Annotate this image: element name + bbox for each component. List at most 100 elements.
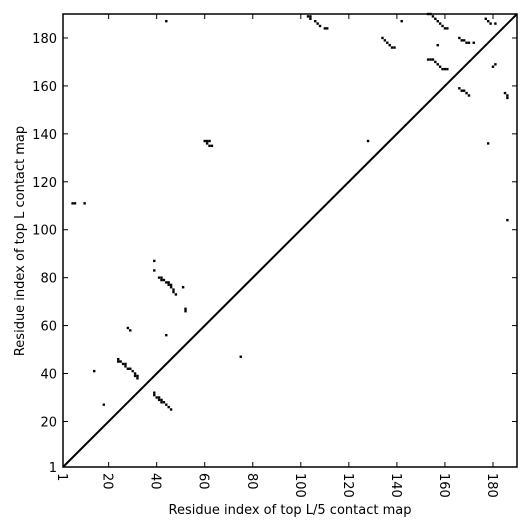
diagonal: [62, 13, 518, 468]
contact: [426, 12, 430, 16]
contact: [239, 355, 242, 358]
contact: [446, 27, 449, 30]
y-tick-label: 40: [40, 368, 57, 383]
contact: [465, 91, 468, 95]
x-tick-label: 160: [436, 473, 451, 498]
y-tick-label: 160: [32, 80, 57, 95]
contact: [441, 24, 444, 28]
contact: [165, 19, 168, 23]
contact: [438, 65, 442, 68]
contact: [434, 60, 437, 64]
y-tick-label: 20: [40, 415, 57, 430]
contact: [167, 405, 170, 409]
contact: [133, 374, 137, 378]
contact: [503, 91, 507, 95]
contact: [126, 326, 130, 330]
contact: [462, 39, 466, 42]
contact: [314, 19, 317, 23]
contact: [165, 281, 168, 284]
contact: [506, 96, 509, 100]
x-tick-label: 120: [340, 473, 355, 498]
y-tick-label: 1: [49, 461, 57, 476]
y-tick-label: 60: [40, 320, 57, 335]
contact: [489, 22, 492, 25]
x-tick-label: 40: [148, 473, 163, 490]
contact: [160, 398, 163, 402]
contact: [205, 139, 209, 143]
contact: [318, 24, 322, 28]
x-tick-label: 60: [196, 473, 211, 490]
contact: [309, 15, 312, 18]
contact: [486, 19, 490, 23]
contact: [124, 365, 127, 368]
contact: [426, 58, 430, 61]
contact: [438, 22, 442, 25]
contact: [431, 58, 435, 61]
contact: [157, 396, 161, 399]
contact: [400, 19, 403, 23]
contact: [165, 333, 168, 337]
contact: [494, 63, 497, 66]
contact: [486, 142, 490, 145]
contact: [184, 307, 187, 311]
contact: [491, 65, 495, 68]
contact: [124, 362, 127, 366]
contact: [165, 403, 168, 406]
contact: [93, 369, 96, 373]
contact: [208, 139, 211, 143]
contact: [316, 22, 319, 25]
contact: [160, 401, 163, 404]
contact: [429, 12, 432, 16]
contact: [390, 46, 394, 49]
contact: [443, 67, 447, 71]
contact: [210, 144, 214, 148]
x-tick-label: 20: [100, 473, 115, 490]
contact: [160, 278, 163, 282]
contact: [429, 58, 432, 61]
contact: [460, 89, 463, 92]
contact: [174, 293, 178, 296]
contact: [506, 218, 509, 222]
contact: [162, 401, 166, 404]
contact: [484, 17, 487, 20]
contact: [458, 87, 461, 90]
x-tick-label: 180: [484, 473, 499, 498]
contact: [441, 67, 444, 71]
contact: [172, 290, 175, 294]
contact: [157, 276, 161, 279]
contact: [306, 15, 310, 18]
contact: [205, 142, 209, 145]
y-tick-label: 100: [32, 224, 57, 239]
contact: [326, 27, 329, 30]
contact: [131, 369, 134, 373]
contact: [386, 41, 389, 44]
contact: [117, 357, 120, 361]
contact: [431, 15, 435, 18]
contact: [465, 41, 468, 44]
contact: [208, 144, 211, 148]
contact: [73, 202, 77, 205]
contact: [162, 278, 166, 282]
contact: [153, 393, 156, 397]
contact: [169, 286, 173, 289]
plot-frame: [62, 13, 518, 468]
contact: [472, 41, 475, 44]
contact: [184, 310, 187, 313]
contact: [71, 202, 74, 205]
x-tick-label: 140: [388, 473, 403, 498]
contact: [366, 139, 370, 143]
y-tick-label: 80: [40, 272, 57, 287]
contact: [121, 362, 125, 366]
contact: [436, 19, 439, 23]
contact: [129, 329, 132, 332]
contact: [434, 17, 437, 20]
contact: [203, 139, 206, 143]
contact: [446, 67, 449, 71]
contact: [157, 398, 161, 402]
x-tick-label: 100: [292, 473, 307, 498]
contact: [133, 372, 137, 375]
contact: [136, 374, 139, 378]
contact: [153, 269, 156, 272]
contact: [117, 360, 120, 363]
